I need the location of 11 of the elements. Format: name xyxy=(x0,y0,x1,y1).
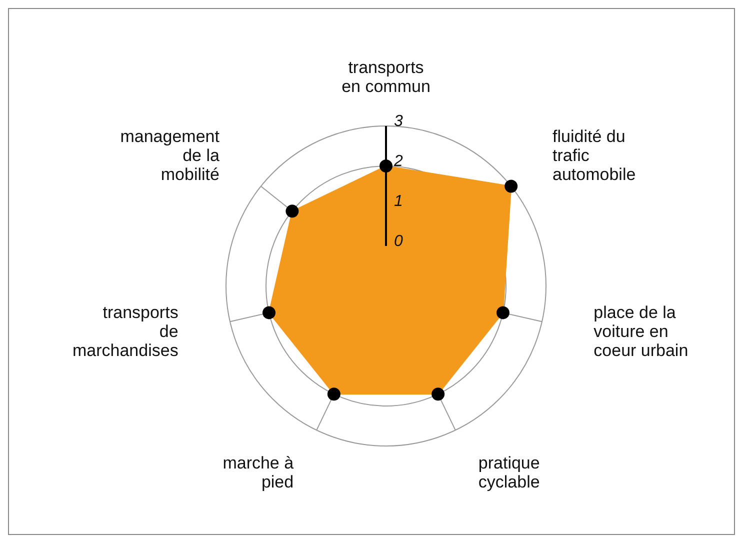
spoke-label: marche à pied xyxy=(222,453,294,492)
y-tick-label: 1 xyxy=(394,193,403,210)
spoke-label: transports en commun xyxy=(342,58,430,96)
y-tick-label: 2 xyxy=(393,153,403,170)
spoke-label: transports de marchandises xyxy=(72,302,178,360)
spoke-label: management de la mobilité xyxy=(120,126,220,184)
y-tick-label: 3 xyxy=(394,113,403,130)
y-tick-label: 0 xyxy=(394,233,403,250)
spoke-label: place de la voiture en coeur urbain xyxy=(594,302,688,360)
spoke-label: pratique cyclable xyxy=(478,453,540,492)
spoke-label: fluidité du trafic automobile xyxy=(552,126,636,184)
